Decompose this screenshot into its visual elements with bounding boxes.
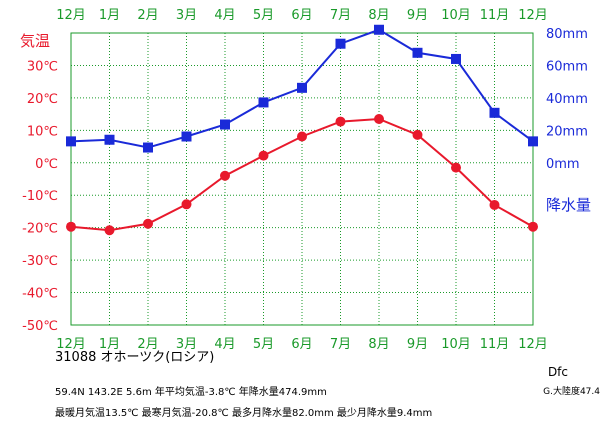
month-label-top: 4月 bbox=[214, 8, 235, 23]
temperature-point bbox=[374, 113, 384, 124]
temperature-tick: -40℃ bbox=[22, 287, 58, 302]
chart-grid bbox=[71, 33, 533, 325]
temperature-point bbox=[489, 199, 500, 210]
koppen-class: Dfc bbox=[547, 365, 568, 379]
month-labels-bottom: 12月 1月 2月 3月 4月 5月 6月 7月 8月 9月 10月 11月 12月 bbox=[56, 337, 548, 352]
precipitation-tick: 20mm bbox=[546, 124, 588, 139]
precipitation-point bbox=[104, 134, 115, 145]
month-label-bottom: 1月 bbox=[99, 337, 120, 352]
month-label-top: 1月 bbox=[99, 8, 120, 23]
month-label-bottom: 6月 bbox=[291, 337, 312, 352]
temperature-tick: 20℃ bbox=[27, 92, 58, 107]
station-summary-2: 最暖月気温13.5℃ 最寒月気温-20.8℃ 最多月降水量82.0mm 最少月降… bbox=[55, 408, 433, 419]
temperature-tick: -50℃ bbox=[22, 319, 58, 334]
data-series bbox=[66, 24, 538, 236]
plot-frame bbox=[70, 32, 534, 326]
temperature-point bbox=[335, 116, 346, 127]
temperature-tick: 30℃ bbox=[27, 59, 58, 74]
temperature-point bbox=[297, 131, 307, 142]
precipitation-point bbox=[528, 136, 538, 147]
precipitation-point bbox=[335, 38, 346, 49]
station-title: 31088 オホーツク(ロシア) bbox=[55, 350, 215, 365]
month-label-bottom: 11月 bbox=[480, 337, 510, 352]
month-label-bottom: 9月 bbox=[407, 337, 428, 352]
month-label-top: 7月 bbox=[330, 8, 351, 23]
month-label-bottom: 12月 bbox=[518, 337, 548, 352]
month-label-bottom: 12月 bbox=[56, 337, 86, 352]
month-label-top: 12月 bbox=[518, 8, 548, 23]
temperature-point bbox=[258, 150, 269, 161]
station-summary-1: 59.4N 143.2E 5.6m 年平均気温-3.8℃ 年降水量474.9mm bbox=[55, 387, 327, 398]
temperature-point bbox=[528, 221, 538, 232]
temperature-point bbox=[143, 218, 153, 229]
temperature-tick: -30℃ bbox=[22, 254, 58, 269]
month-label-bottom: 7月 bbox=[330, 337, 351, 352]
temperature-tick: 0℃ bbox=[35, 157, 58, 172]
precipitation-tick: 80mm bbox=[546, 27, 588, 42]
month-label-top: 6月 bbox=[291, 8, 312, 23]
month-label-bottom: 3月 bbox=[176, 337, 197, 352]
month-label-bottom: 5月 bbox=[253, 337, 274, 352]
temperature-point bbox=[181, 199, 192, 210]
month-label-top: 12月 bbox=[56, 8, 86, 23]
temperature-tick: 10℃ bbox=[27, 124, 58, 139]
precipitation-point bbox=[143, 142, 153, 153]
temperature-point bbox=[104, 225, 115, 236]
month-label-bottom: 10月 bbox=[441, 337, 471, 352]
month-label-top: 11月 bbox=[480, 8, 510, 23]
precipitation-point bbox=[489, 107, 500, 118]
month-label-bottom: 8月 bbox=[368, 337, 389, 352]
temperature-point bbox=[412, 129, 423, 140]
temperature-tick: -20℃ bbox=[22, 222, 58, 237]
month-label-bottom: 4月 bbox=[214, 337, 235, 352]
precipitation-tick: 40mm bbox=[546, 92, 588, 107]
precipitation-point bbox=[374, 24, 384, 35]
month-label-top: 5月 bbox=[253, 8, 274, 23]
precipitation-point bbox=[297, 82, 307, 93]
month-label-top: 9月 bbox=[407, 8, 428, 23]
temperature-point bbox=[220, 170, 230, 181]
month-label-top: 8月 bbox=[368, 8, 389, 23]
month-label-top: 3月 bbox=[176, 8, 197, 23]
precipitation-tick: 60mm bbox=[546, 59, 588, 74]
temperature-point bbox=[66, 221, 76, 232]
temperature-axis-label: 気温 bbox=[20, 32, 50, 50]
month-label-top: 10月 bbox=[441, 8, 471, 23]
month-label-top: 2月 bbox=[137, 8, 158, 23]
month-label-bottom: 2月 bbox=[137, 337, 158, 352]
precipitation-point bbox=[451, 53, 461, 64]
temperature-point bbox=[451, 162, 461, 173]
precipitation-point bbox=[412, 47, 423, 58]
precipitation-point bbox=[258, 97, 269, 108]
precipitation-axis-label: 降水量 bbox=[546, 196, 591, 214]
precipitation-point bbox=[181, 131, 192, 142]
precipitation-tick-labels: 80mm 60mm 40mm 20mm 0mm bbox=[546, 27, 588, 172]
precipitation-point bbox=[220, 119, 230, 130]
temperature-tick-labels: 30℃ 20℃ 10℃ 0℃ -10℃ -20℃ -30℃ -40℃ -50℃ bbox=[22, 59, 58, 334]
continentality: G.大陸度47.4 bbox=[543, 387, 600, 397]
precipitation-tick: 0mm bbox=[546, 157, 580, 172]
precipitation-point bbox=[66, 136, 76, 147]
temperature-tick: -10℃ bbox=[22, 189, 58, 204]
month-labels-top: 12月 1月 2月 3月 4月 5月 6月 7月 8月 9月 10月 11月 12月 bbox=[56, 8, 548, 23]
